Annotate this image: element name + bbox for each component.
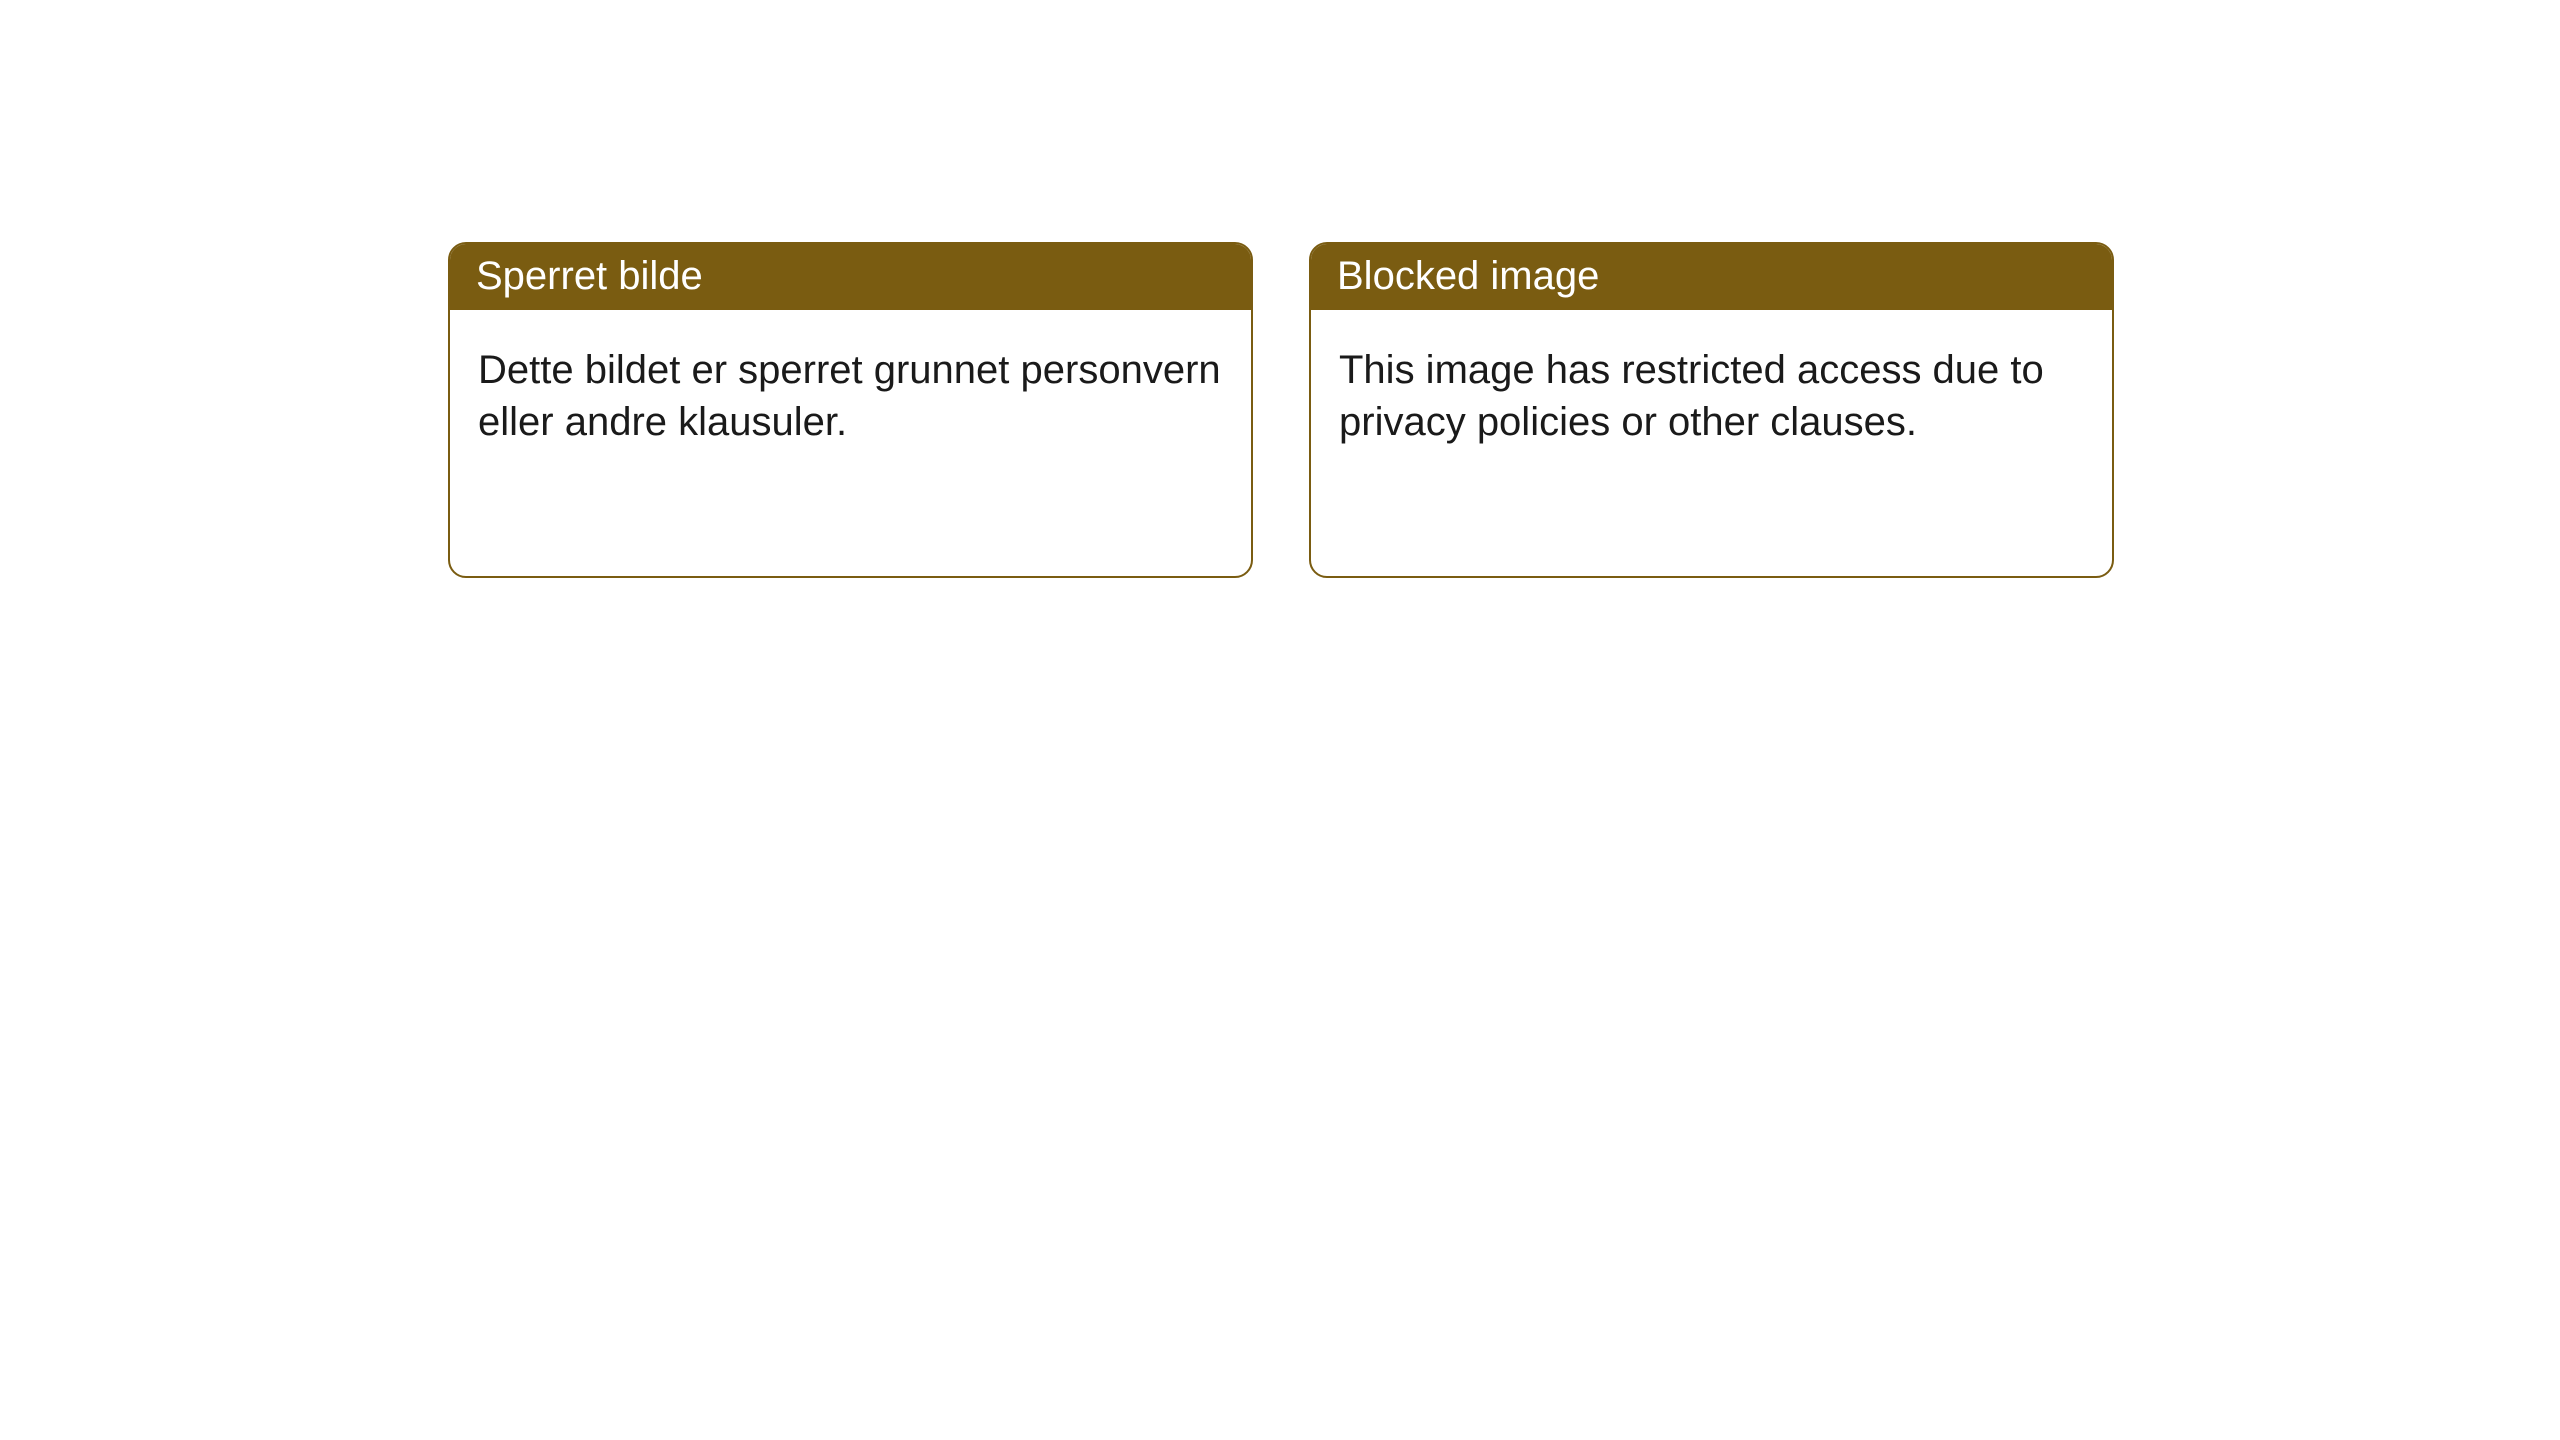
notice-card-english: Blocked image This image has restricted …	[1309, 242, 2114, 578]
card-body-text: Dette bildet er sperret grunnet personve…	[450, 310, 1251, 476]
card-header: Sperret bilde	[450, 244, 1251, 310]
notice-card-norwegian: Sperret bilde Dette bildet er sperret gr…	[448, 242, 1253, 578]
card-body-text: This image has restricted access due to …	[1311, 310, 2112, 476]
card-header: Blocked image	[1311, 244, 2112, 310]
notice-cards-container: Sperret bilde Dette bildet er sperret gr…	[448, 242, 2114, 578]
